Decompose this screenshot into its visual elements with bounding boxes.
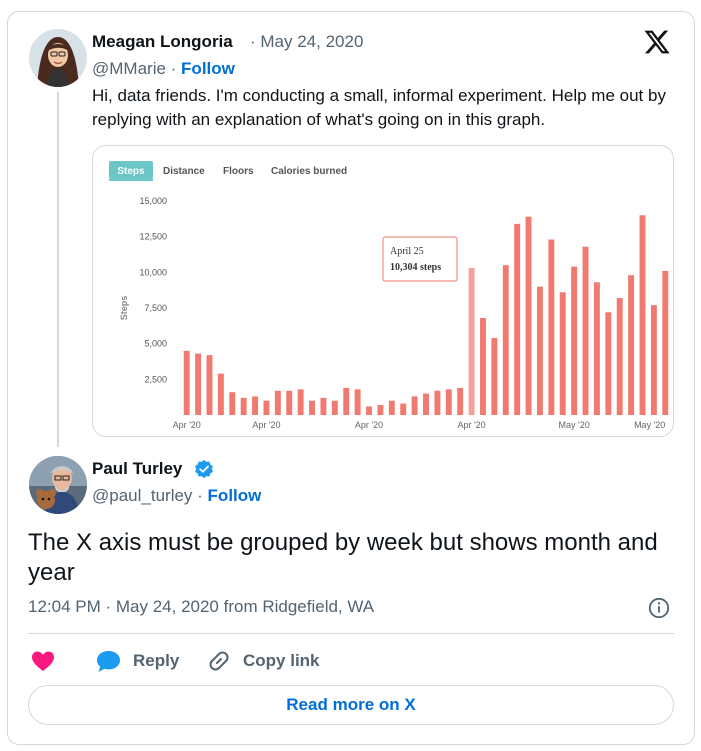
- reply-text: The X axis must be grouped by week but s…: [28, 529, 658, 586]
- actions-divider: [28, 633, 674, 634]
- x-logo-icon[interactable]: [642, 28, 672, 56]
- reply-handle-line: @paul_turley · Follow: [92, 486, 262, 505]
- bar: [536, 286, 543, 415]
- bar: [377, 405, 384, 415]
- y-axis-label: Steps: [119, 296, 129, 321]
- follow-button[interactable]: Follow: [181, 59, 235, 78]
- author-handle-line: @MMarie · Follow: [92, 59, 235, 78]
- tweet-media-chart[interactable]: Steps Distance Floors Calories burned 2,500…: [92, 145, 674, 437]
- bar: [468, 267, 475, 415]
- bar: [354, 389, 361, 415]
- tweet-date[interactable]: May 24, 2020: [260, 32, 364, 51]
- bar: [480, 317, 486, 415]
- steps-chart: Steps Distance Floors Calories burned 2,500…: [109, 161, 669, 430]
- bar: [320, 397, 327, 415]
- x-tick-label: Apr '20: [173, 420, 201, 430]
- author-handle[interactable]: @MMarie: [92, 59, 166, 78]
- bar: [662, 270, 669, 415]
- bar: [514, 223, 521, 415]
- chart-tooltip-date: April 25: [390, 246, 424, 257]
- author-name[interactable]: Meagan Longoria: [92, 32, 233, 51]
- bar: [331, 400, 338, 415]
- y-tick-label: 15,000: [139, 196, 167, 206]
- bar: [252, 396, 259, 415]
- bar: [628, 275, 635, 415]
- verified-badge-icon: [195, 459, 213, 479]
- y-tick-label: 2,500: [144, 374, 167, 384]
- bar: [343, 387, 350, 415]
- avatar-meagan[interactable]: [29, 29, 87, 87]
- bar: [195, 353, 202, 415]
- like-button[interactable]: [31, 648, 67, 674]
- reply-label: Reply: [133, 651, 180, 670]
- reply-author-handle[interactable]: @paul_turley: [92, 486, 193, 505]
- chart-tab-active-bg: [109, 161, 153, 179]
- bar: [605, 312, 612, 415]
- tweet-text: Hi, data friends. I'm conducting a small…: [92, 86, 666, 129]
- bar: [571, 266, 578, 415]
- x-tick-label: Apr '20: [252, 420, 280, 430]
- bar: [400, 403, 407, 415]
- x-tick-label: Apr '20: [355, 420, 383, 430]
- bar: [263, 400, 270, 415]
- reply-follow-button[interactable]: Follow: [207, 486, 262, 505]
- bar: [616, 298, 623, 415]
- y-tick-label: 12,500: [139, 232, 167, 242]
- x-tick-label: Apr '20: [457, 420, 485, 430]
- read-more-button[interactable]: Read more on X: [28, 685, 674, 725]
- x-tick-label: May '20: [559, 420, 590, 430]
- info-icon[interactable]: [648, 597, 670, 619]
- reply-timestamp[interactable]: 12:04 PM · May 24, 2020 from Ridgefield,…: [28, 597, 375, 616]
- bar: [297, 389, 304, 415]
- bar: [217, 373, 224, 415]
- reply-button[interactable]: Reply: [96, 648, 179, 674]
- bar: [309, 400, 316, 415]
- bar: [559, 292, 566, 415]
- bar: [286, 390, 293, 415]
- bar: [229, 392, 236, 415]
- x-tick-label: May '20: [634, 420, 665, 430]
- bar: [525, 216, 532, 415]
- bar: [650, 305, 657, 415]
- y-tick-label: 5,000: [144, 339, 167, 349]
- bar: [445, 389, 452, 415]
- thread-line: [57, 92, 59, 447]
- bar: [502, 265, 509, 415]
- bar: [274, 390, 281, 415]
- bar: [434, 390, 441, 415]
- bar: [593, 282, 600, 415]
- chart-tab-steps[interactable]: Steps: [117, 166, 145, 177]
- reply-author-name[interactable]: Paul Turley: [92, 459, 183, 478]
- y-tick-label: 10,000: [139, 267, 167, 277]
- bar: [366, 406, 372, 415]
- link-icon: [209, 651, 229, 671]
- chart-tab-calories-burned[interactable]: Calories burned: [271, 166, 347, 177]
- chart-tooltip-box: [382, 236, 458, 282]
- copy-link-button[interactable]: Copy link: [207, 648, 320, 674]
- bar: [639, 215, 646, 415]
- y-tick-label: 7,500: [144, 303, 167, 313]
- bar: [548, 239, 555, 415]
- bar: [457, 387, 464, 415]
- heart-icon: [32, 651, 54, 671]
- reply-bubble-icon: [97, 650, 120, 672]
- bar: [206, 355, 213, 415]
- bar: [183, 350, 190, 415]
- bar: [582, 246, 589, 415]
- chart-tooltip-value: 10,304 steps: [390, 262, 441, 273]
- tweet-date-line: · May 24, 2020: [250, 32, 364, 51]
- chart-tab-distance[interactable]: Distance: [163, 166, 205, 177]
- avatar-paul[interactable]: [29, 456, 87, 514]
- bar: [388, 400, 395, 415]
- chart-tab-floors[interactable]: Floors: [223, 166, 254, 177]
- bar: [411, 396, 418, 415]
- bar: [240, 397, 247, 415]
- copy-link-label: Copy link: [243, 651, 320, 670]
- bar: [423, 393, 429, 415]
- bar: [491, 337, 498, 415]
